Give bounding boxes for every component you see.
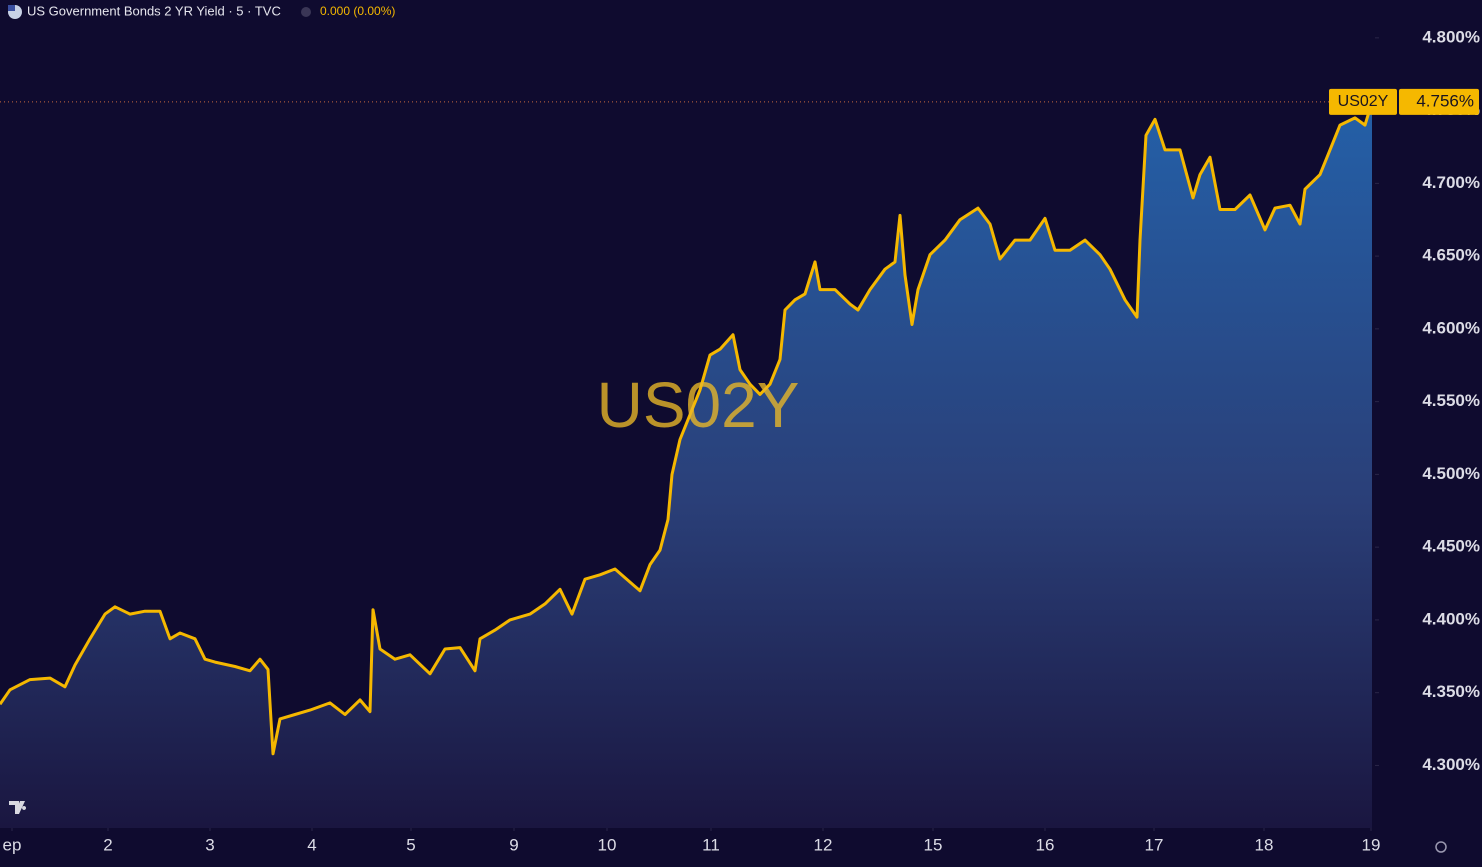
tv-logo bbox=[9, 801, 27, 814]
x-tick-label: 4 bbox=[307, 835, 316, 854]
watermark: US02Y bbox=[597, 369, 800, 441]
logo bbox=[9, 801, 27, 814]
x-tick-label: 15 bbox=[924, 835, 943, 854]
plot-area bbox=[0, 101, 1374, 828]
y-tick-label: 4.600% bbox=[1422, 318, 1480, 337]
change-label: 0.000 (0.00%) bbox=[320, 4, 395, 18]
x-tick-label: 18 bbox=[1255, 835, 1274, 854]
header: US Government Bonds 2 YR Yield · 5 · TVC… bbox=[8, 3, 395, 19]
line bbox=[0, 101, 1374, 756]
x-tick-label: 2 bbox=[103, 835, 112, 854]
flag-canton bbox=[8, 5, 15, 11]
y-tick-label: 4.550% bbox=[1422, 391, 1480, 410]
settings-icon[interactable] bbox=[1435, 841, 1447, 853]
y-tick-label: 4.800% bbox=[1422, 27, 1480, 46]
status-dot bbox=[301, 7, 311, 17]
x-tick-label: 3 bbox=[205, 835, 214, 854]
y-tick-label: 4.300% bbox=[1422, 755, 1480, 774]
price-tag-label: 4.756% bbox=[1416, 91, 1474, 110]
y-tick-label: 4.450% bbox=[1422, 537, 1480, 556]
chart-title: US Government Bonds 2 YR Yield · 5 · TVC bbox=[27, 3, 281, 18]
x-tick-label: 16 bbox=[1036, 835, 1055, 854]
x-tick-label: 9 bbox=[509, 835, 518, 854]
x-tick-label: 12 bbox=[814, 835, 833, 854]
x-tick-label: 17 bbox=[1145, 835, 1164, 854]
x-tick-label: 11 bbox=[702, 835, 720, 854]
x-tick-label: 19 bbox=[1362, 835, 1381, 854]
symbol-tag-label: US02Y bbox=[1338, 93, 1389, 110]
y-tick-label: 4.400% bbox=[1422, 609, 1480, 628]
y-tick-label: 4.650% bbox=[1422, 246, 1480, 265]
price-tag bbox=[1399, 88, 1479, 115]
x-tick-label: 5 bbox=[406, 835, 415, 854]
x-tick-label: 10 bbox=[598, 835, 617, 854]
y-tick-label: 4.700% bbox=[1422, 173, 1480, 192]
y-tick-label: 4.350% bbox=[1422, 682, 1480, 701]
y-tick-label: 4.500% bbox=[1422, 464, 1480, 483]
area-fill bbox=[0, 101, 1372, 828]
symbol-tag bbox=[1329, 88, 1397, 115]
x-tick-label: ep bbox=[3, 835, 22, 854]
settings-button[interactable] bbox=[1435, 841, 1447, 853]
